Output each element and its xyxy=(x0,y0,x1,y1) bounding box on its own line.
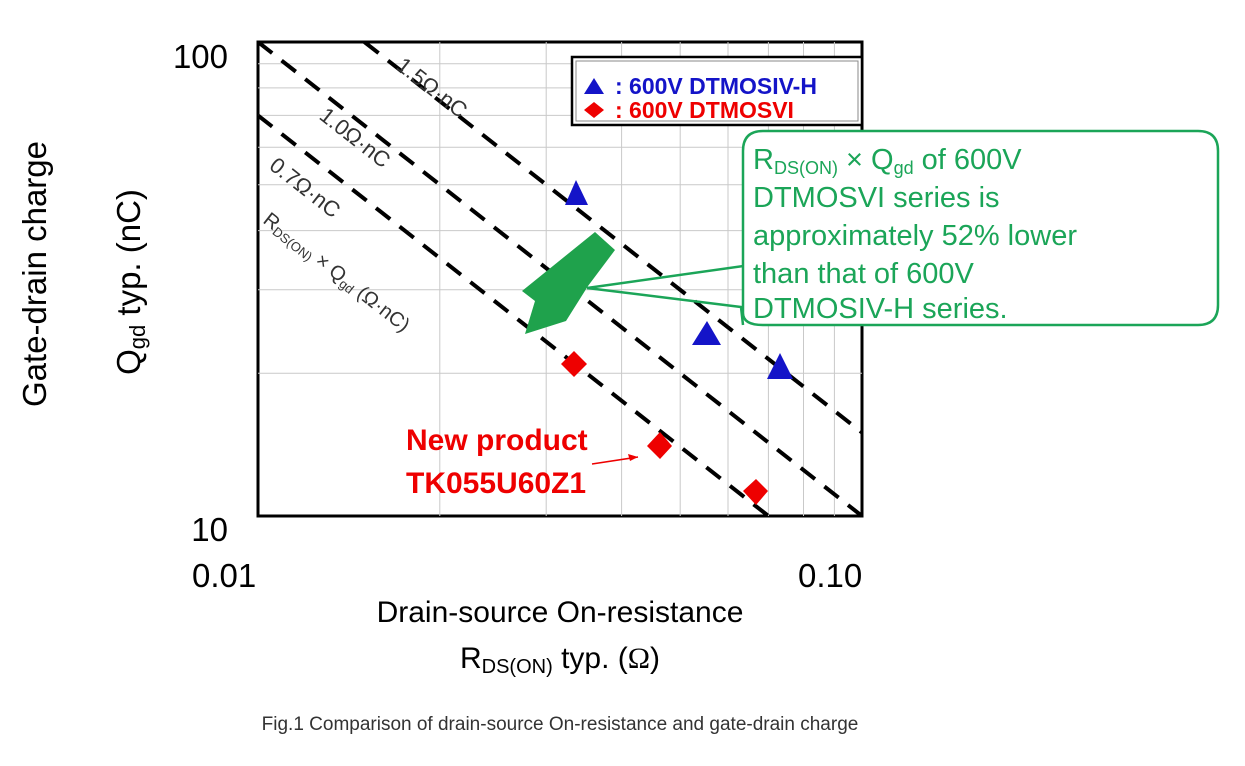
svg-text:Drain-source On-resistance: Drain-source On-resistance xyxy=(377,596,744,629)
svg-text:RDS(ON) × Qgd (Ω·nC): RDS(ON) × Qgd (Ω·nC) xyxy=(258,209,413,338)
svg-text:Qgd typ. (nC): Qgd typ. (nC) xyxy=(110,189,150,375)
svg-text:DTMOSIV-H series.: DTMOSIV-H series. xyxy=(753,293,1008,325)
svg-text:New product: New product xyxy=(406,424,588,457)
svg-text:TK055U60Z1: TK055U60Z1 xyxy=(406,467,586,500)
svg-text:approximately 52% lower: approximately 52% lower xyxy=(753,220,1077,252)
svg-text:DTMOSVI series is: DTMOSVI series is xyxy=(753,182,1000,214)
svg-text:than that of 600V: than that of 600V xyxy=(753,258,975,290)
svg-text:1.0Ω·nC: 1.0Ω·nC xyxy=(315,102,395,173)
svg-text:0.10: 0.10 xyxy=(798,557,862,594)
svg-text:Gate-drain charge: Gate-drain charge xyxy=(16,141,53,407)
svg-text:0.01: 0.01 xyxy=(192,557,256,594)
svg-text:10: 10 xyxy=(191,511,228,548)
svg-text:RDS(ON) typ. (Ω): RDS(ON) typ. (Ω) xyxy=(460,642,660,678)
svg-text:: 600V DTMOSIV-H: : 600V DTMOSIV-H xyxy=(615,73,817,99)
svg-text:Fig.1 Comparison of drain-sour: Fig.1 Comparison of drain-source On-resi… xyxy=(262,714,859,735)
svg-text:100: 100 xyxy=(173,38,228,75)
svg-text:: 600V DTMOSVI: : 600V DTMOSVI xyxy=(615,97,794,123)
